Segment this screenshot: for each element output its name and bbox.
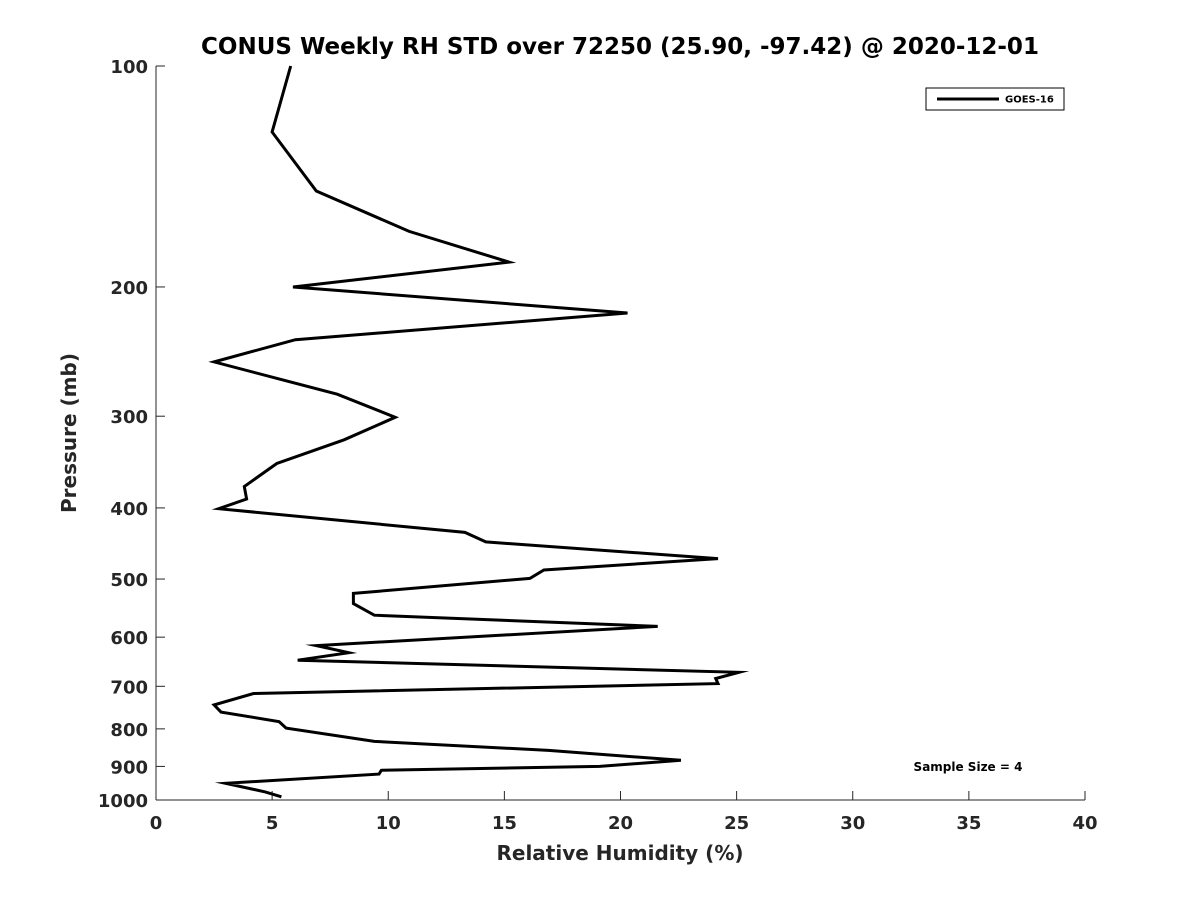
sample-size-annotation: Sample Size = 4 [914,760,1023,774]
y-tick-label: 600 [110,628,148,649]
y-tick-label: 1000 [98,791,148,812]
chart-title: CONUS Weekly RH STD over 72250 (25.90, -… [201,34,1039,60]
y-tick-label: 100 [110,57,148,78]
x-tick-label: 20 [608,813,633,834]
y-tick-label: 400 [110,499,148,520]
y-tick-label: 300 [110,407,148,428]
x-tick-label: 30 [840,813,865,834]
x-tick-label: 35 [956,813,981,834]
legend-entry-goes-16: GOES-16 [1005,95,1054,106]
y-axis-ticks: 100 200 300 400 500 600 700 800 900 1000 [98,57,165,812]
x-axis-ticks: 0 5 10 15 20 25 30 35 40 [150,791,1098,834]
x-tick-label: 0 [150,813,163,834]
legend: GOES-16 [925,87,1065,111]
y-axis-label: Pressure (mb) [57,353,81,513]
y-tick-label: 500 [110,570,148,591]
x-axis-label: Relative Humidity (%) [496,841,743,865]
x-tick-label: 5 [266,813,279,834]
x-tick-label: 15 [492,813,517,834]
plot-lines [208,65,750,799]
y-tick-label: 800 [110,720,148,741]
y-tick-label: 200 [110,278,148,299]
y-tick-label: 900 [110,757,148,778]
x-tick-label: 10 [376,813,401,834]
x-tick-label: 25 [724,813,749,834]
series-line-goes-16 [208,65,750,799]
y-tick-label: 700 [110,677,148,698]
x-tick-label: 40 [1072,813,1097,834]
